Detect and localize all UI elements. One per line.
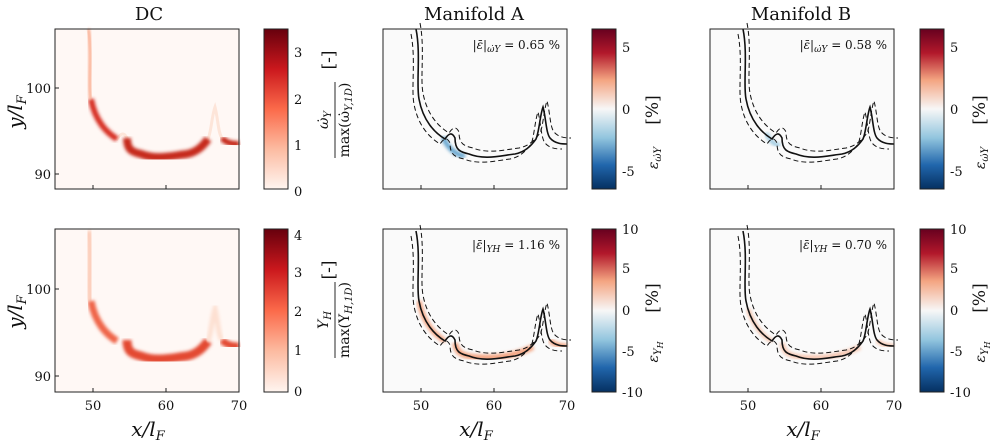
cb-label: εYH [973, 340, 992, 362]
cb-tick: -10 [950, 386, 971, 401]
cb-label-numerator: YH [316, 311, 334, 329]
xtick-50: 50 [85, 399, 102, 414]
panel-dc-yh: 100 90 50 60 70 y/lF x/lF [3, 228, 248, 442]
xlabel-dc: x/lF [131, 417, 165, 442]
cb-tick: 0 [950, 103, 958, 118]
cb-tick: 1 [294, 139, 302, 154]
colorbar-error-omega-a: 5 0 -5 [%] εω̇Y [591, 28, 664, 190]
xtick-70: 70 [559, 399, 576, 414]
panel-manifold-b-omega: |ε̄|ω̇Y = 0.58 % [709, 22, 899, 190]
xlabel-manifold-b: x/lF [786, 417, 820, 442]
cb-unit: [%] [970, 95, 990, 124]
ytick-90: 90 [34, 168, 51, 183]
flame-front-segment [122, 338, 212, 364]
cb-tick: 5 [950, 41, 958, 56]
cb-tick: 4 [294, 229, 302, 244]
cb-tick: 3 [294, 46, 302, 61]
ytick-90: 90 [34, 370, 51, 385]
cb-tick: 0 [950, 304, 958, 319]
cb-tick: 3 [294, 266, 302, 281]
annotation-mean-error: |ε̄|ω̇Y = 0.65 % [473, 38, 560, 55]
cb-tick: -5 [622, 345, 635, 360]
colorbar-dc-yh: 4 3 2 1 0 [-] YH max(YH,1D) [263, 228, 355, 400]
column-title-manifold-a: Manifold A [424, 4, 525, 25]
colorbar-error-yh-a: 10 5 0 -5 -10 [%] εYH [591, 223, 665, 401]
cb-tick: 10 [950, 223, 967, 238]
cb-tick: 2 [294, 93, 302, 108]
flame-front-segment [205, 300, 225, 343]
cb-label-denominator: max(YH,1D) [337, 282, 355, 358]
column-title-dc: DC [135, 4, 163, 25]
xtick-50: 50 [413, 399, 430, 414]
cb-tick: 10 [622, 223, 639, 238]
flame-front-segment [219, 337, 240, 350]
cb-tick: -5 [950, 345, 963, 360]
cb-label: εω̇Y [973, 145, 991, 169]
cb-tick: 5 [950, 262, 958, 277]
annotation-mean-error: |ε̄|ω̇Y = 0.58 % [800, 38, 887, 55]
cb-label: εω̇Y [646, 145, 664, 169]
ytick-100: 100 [26, 82, 51, 97]
xtick-50: 50 [740, 399, 757, 414]
cb-unit: [%] [970, 283, 990, 312]
annotation-mean-error: |ε̄|YH = 0.70 % [799, 238, 887, 255]
ylabel-bottom: y/lF [3, 294, 30, 329]
cb-tick: 1 [294, 344, 302, 359]
cb-unit: [-] [319, 260, 339, 279]
cb-unit: [-] [319, 50, 339, 69]
flame-front-segment [219, 135, 240, 147]
flame-front-segment [88, 98, 119, 142]
ytick-100: 100 [26, 283, 51, 298]
xtick-60: 60 [486, 399, 503, 414]
panel-manifold-b-yh: 50 60 70 x/lF |ε̄|YH = 0.70 % [709, 224, 903, 442]
panel-dc-omega: 100 90 y/lF [3, 27, 241, 190]
ylabel-top: y/lF [3, 94, 30, 129]
cb-tick: -10 [622, 386, 643, 401]
cb-tick: 0 [294, 185, 302, 200]
cb-tick: 0 [622, 304, 630, 319]
cb-tick: -5 [622, 165, 635, 180]
cb-unit: [%] [643, 95, 663, 124]
colorbar-dc-omega: 3 2 1 0 [-] ω̇Y max(ω̇Y,1D) [263, 28, 355, 200]
xlabel-manifold-a: x/lF [459, 417, 493, 442]
colorbar-error-omega-b: 5 0 -5 [%] εω̇Y [919, 28, 991, 190]
cb-tick: 5 [622, 262, 630, 277]
xtick-70: 70 [231, 399, 248, 414]
column-title-manifold-b: Manifold B [751, 4, 851, 25]
cb-tick: -5 [950, 165, 963, 180]
panel-manifold-a-omega: |ε̄|ω̇Y = 0.65 % [382, 22, 572, 190]
xtick-70: 70 [886, 399, 903, 414]
xtick-60: 60 [158, 399, 175, 414]
flame-front-segment [86, 28, 93, 100]
colorbar-error-yh-b: 10 5 0 -5 -10 [%] εYH [919, 223, 992, 401]
error-band [440, 135, 466, 159]
cb-tick: 0 [622, 103, 630, 118]
cb-label-numerator: ω̇Y [316, 110, 334, 129]
annotation-mean-error: |ε̄|YH = 1.16 % [472, 238, 560, 255]
cb-tick: 0 [294, 385, 302, 400]
panel-manifold-a-yh: 50 60 70 x/lF |ε̄|YH = 1.16 % [382, 224, 576, 442]
flame-front-segment [84, 230, 95, 302]
xtick-60: 60 [813, 399, 830, 414]
cb-label: εYH [646, 340, 665, 362]
cb-label-denominator: max(ω̇Y,1D) [337, 83, 355, 158]
flame-front-segment [87, 300, 119, 345]
flame-front-segment [123, 136, 212, 162]
cb-tick: 2 [294, 305, 302, 320]
cb-unit: [%] [643, 283, 663, 312]
cb-tick: 5 [622, 41, 630, 56]
